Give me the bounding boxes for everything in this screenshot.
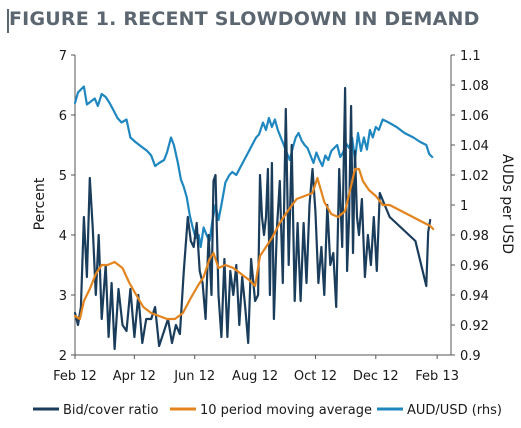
legend-label-bid-cover-ratio: Bid/cover ratio xyxy=(63,403,158,418)
series-line-10-period-moving-average xyxy=(73,167,435,321)
y-tick-label: 4 xyxy=(59,229,67,244)
y-tick-label: 6 xyxy=(59,109,67,124)
x-tick-label: Feb 12 xyxy=(53,369,97,384)
y-tick-label: 3 xyxy=(59,289,67,304)
legend-label-aud-usd-rhs: AUD/USD (rhs) xyxy=(407,403,502,418)
series-lines xyxy=(73,85,435,351)
y-axis-title: Percent xyxy=(32,177,48,230)
x-tick-label: Feb 13 xyxy=(415,369,459,384)
x-tick-label: Apr 12 xyxy=(113,369,156,384)
x-tick-label: Jun 12 xyxy=(173,369,215,384)
series-line-bid-cover-ratio xyxy=(73,86,432,351)
y-right-tick-label: 1.08 xyxy=(460,79,489,94)
y-axis-right-title: AUDs per USD xyxy=(499,154,515,254)
y-right-tick-label: 1 xyxy=(460,199,468,214)
y-right-tick-label: 1.06 xyxy=(460,109,489,124)
legend: Bid/cover ratio 10 period moving average A… xyxy=(33,403,502,418)
y-tick-label: 2 xyxy=(59,349,67,364)
y-right-tick-label: 0.94 xyxy=(460,289,489,304)
y-right-tick-label: 0.92 xyxy=(460,319,489,334)
x-tick-label: Aug 12 xyxy=(232,369,278,384)
axes: 2 3 4 5 6 7 0.9 0.92 0.94 0.96 0.98 1 1.02 1.04 1.06 1.… xyxy=(53,49,489,384)
y-right-tick-label: 0.9 xyxy=(460,349,481,364)
x-tick-label: Oct 12 xyxy=(294,369,337,384)
figure-title: FIGURE 1. RECENT SLOWDOWN IN DEMAND xyxy=(9,8,480,30)
y-tick-label: 7 xyxy=(59,49,67,64)
y-right-tick-label: 1.1 xyxy=(460,49,481,64)
y-right-tick-label: 0.96 xyxy=(460,259,489,274)
title-accent-bar xyxy=(7,9,9,33)
y-right-tick-label: 1.02 xyxy=(460,169,489,184)
y-right-tick-label: 0.98 xyxy=(460,229,489,244)
legend-label-10-period-moving-average: 10 period moving average xyxy=(200,403,372,418)
y-right-tick-label: 1.04 xyxy=(460,139,489,154)
y-tick-label: 5 xyxy=(59,169,67,184)
x-tick-label: Dec 12 xyxy=(353,369,399,384)
